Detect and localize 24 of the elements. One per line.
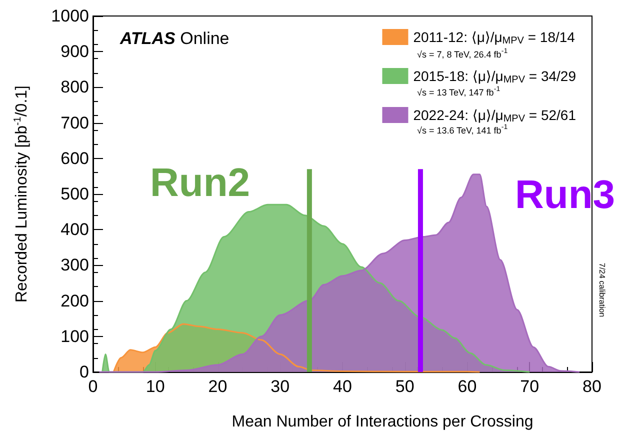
text: 7/24 calibration <box>598 262 606 318</box>
y-tick-label: 500 <box>60 184 89 204</box>
annotation: ATLAS Online <box>119 29 230 48</box>
x-axis-title: Mean Number of Interactions per Crossing <box>232 414 534 430</box>
x-tick-label: 40 <box>333 377 352 396</box>
x-tick-label: 70 <box>520 377 540 396</box>
y-tick-label: 600 <box>60 148 89 168</box>
y-tick-label: 100 <box>60 326 89 346</box>
x-tick-label: 10 <box>146 377 165 396</box>
y-tick-label: 300 <box>60 256 89 275</box>
y-tick-label: 200 <box>60 291 89 310</box>
x-tick-label: 60 <box>458 377 477 396</box>
y-tick-label: 0 <box>80 362 89 382</box>
y-tick-label: 400 <box>60 220 89 240</box>
annotation: Run2 <box>150 161 250 205</box>
y-tick-label: 700 <box>60 113 89 132</box>
x-tick-label: 80 <box>582 377 602 396</box>
y-tick-label: 800 <box>60 78 89 97</box>
y-axis-title: Recorded Luminosity [pb-1/0.1] <box>12 85 30 303</box>
y-tick-label: 1000 <box>51 6 89 26</box>
x-tick-label: 30 <box>270 377 290 396</box>
x-tick-label: 50 <box>395 377 414 396</box>
y-tick-label: 900 <box>60 42 89 62</box>
x-tick-label: 20 <box>208 377 228 396</box>
